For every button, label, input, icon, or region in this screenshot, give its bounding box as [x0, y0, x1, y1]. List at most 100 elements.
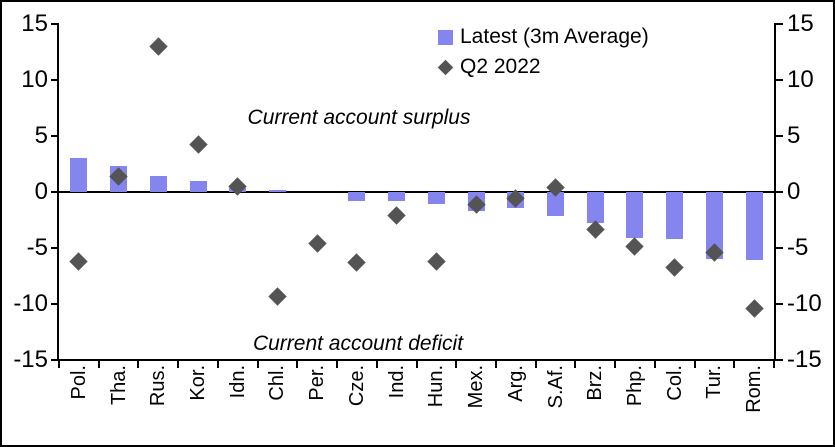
x-tick — [693, 359, 696, 368]
y-tick-label-right: 5 — [787, 121, 801, 149]
category-label-arg: Arg. — [504, 365, 527, 402]
bar-tur — [705, 192, 723, 260]
category-label-php: Php. — [623, 365, 646, 407]
x-tick — [653, 359, 656, 368]
x-tick — [336, 359, 339, 368]
category-label-kor: Kor. — [187, 365, 210, 401]
bar-rus — [149, 176, 167, 192]
category-label-saf: S.Af. — [544, 365, 567, 409]
bar-pol — [70, 158, 88, 192]
bar-col — [666, 192, 684, 240]
annotation-deficit: Current account deficit — [252, 332, 464, 355]
y-tick-label-right: -5 — [787, 234, 809, 262]
q2-marker-ind — [387, 206, 406, 225]
x-tick — [296, 359, 299, 368]
y-tick-right — [776, 191, 783, 193]
diamond-swatch-icon — [437, 59, 454, 75]
x-tick — [97, 359, 100, 368]
category-label-hun: Hun. — [425, 365, 448, 408]
y-tick-right — [776, 22, 783, 25]
x-tick — [375, 359, 378, 368]
category-label-tur: Tur. — [703, 365, 726, 399]
bar-brz — [586, 192, 604, 224]
x-tick — [455, 359, 458, 368]
q2-marker-chl — [268, 287, 287, 306]
legend-item-latest: Latest (3m Average) — [438, 22, 649, 52]
annotation-surplus: Current account surplus — [247, 106, 471, 129]
x-tick — [58, 359, 60, 368]
y-tick-right — [776, 303, 783, 306]
category-label-idn: Idn. — [226, 365, 249, 399]
category-label-mex: Mex. — [465, 365, 488, 409]
y-tick-label-left: 15 — [21, 9, 48, 37]
legend: Latest (3m Average) Q2 2022 — [437, 22, 649, 82]
y-tick-label-right: -15 — [787, 346, 822, 374]
q2-marker-col — [665, 257, 684, 277]
q2-marker-per — [307, 234, 327, 253]
y-tick-label-right: 15 — [787, 9, 814, 37]
bar-ind — [388, 192, 406, 201]
legend-label-q2: Q2 2022 — [460, 55, 541, 78]
category-label-col: Col. — [663, 365, 686, 401]
category-label-tha: Tha. — [107, 365, 130, 406]
category-label-chl: Chl. — [266, 365, 289, 401]
q2-marker-kor — [188, 135, 208, 155]
x-tick — [137, 359, 140, 368]
y-tick-label-left: -15 — [13, 346, 48, 374]
x-tick — [733, 359, 736, 368]
bar-chl — [268, 189, 286, 192]
x-tick — [574, 359, 577, 368]
bar-php — [626, 192, 644, 238]
y-tick-left — [51, 22, 58, 25]
y-tick-right — [776, 247, 783, 250]
y-tick-left — [51, 359, 58, 362]
y-tick-label-left: -5 — [26, 234, 48, 262]
x-tick — [494, 359, 497, 368]
y-tick-left — [51, 78, 58, 81]
zero-line — [59, 191, 774, 193]
x-tick — [534, 359, 537, 368]
q2-marker-rom — [744, 299, 764, 318]
x-tick — [256, 359, 259, 368]
y-tick-label-left: 5 — [34, 121, 48, 149]
category-label-per: Per. — [306, 365, 329, 401]
bar-rom — [745, 192, 763, 261]
category-label-rom: Rom. — [743, 365, 766, 413]
category-label-ind: Ind. — [385, 365, 408, 399]
category-label-cze: Cze. — [345, 365, 368, 407]
y-tick-right — [776, 359, 783, 362]
legend-label-latest: Latest (3m Average) — [460, 25, 649, 48]
y-tick-left — [51, 134, 58, 137]
x-tick — [773, 359, 775, 368]
q2-marker-cze — [347, 253, 367, 272]
y-tick-left — [51, 247, 58, 250]
q2-marker-rus — [149, 36, 168, 56]
x-tick — [614, 359, 617, 368]
y-tick-label-left: 10 — [21, 65, 48, 93]
x-tick — [415, 359, 418, 368]
x-tick — [177, 359, 180, 368]
y-tick-right — [776, 78, 783, 81]
category-label-rus: Rus. — [147, 365, 170, 407]
bar-hun — [427, 192, 445, 205]
y-tick-label-right: -10 — [787, 290, 822, 318]
q2-marker-php — [625, 237, 645, 257]
y-axis-left — [57, 23, 59, 361]
y-tick-left — [51, 303, 58, 306]
bar-cze — [348, 192, 366, 201]
category-label-brz: Brz. — [584, 365, 607, 401]
x-tick — [216, 359, 219, 368]
category-label-pol: Pol. — [67, 365, 90, 400]
q2-marker-pol — [69, 252, 89, 271]
bar-swatch-icon — [438, 29, 453, 45]
y-tick-right — [776, 134, 783, 137]
y-tick-left — [51, 191, 58, 193]
legend-item-q2: Q2 2022 — [437, 52, 649, 82]
y-tick-label-right: 10 — [787, 65, 814, 93]
bar-saf — [547, 192, 565, 216]
y-axis-right — [774, 23, 776, 361]
y-tick-label-right: 0 — [787, 178, 801, 205]
bar-kor — [189, 180, 207, 192]
